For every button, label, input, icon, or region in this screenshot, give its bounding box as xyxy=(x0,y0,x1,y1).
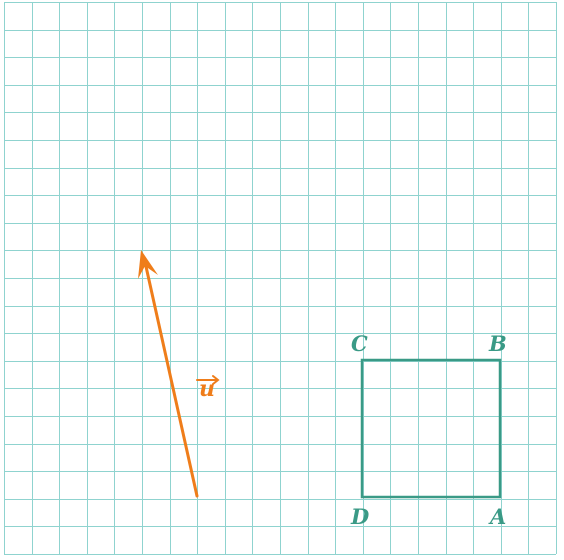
vertex-label-a: A xyxy=(488,504,506,529)
vector-arrowhead xyxy=(138,250,158,279)
square-abcd: C B D A xyxy=(350,331,507,529)
vector-label-u: u xyxy=(199,376,215,402)
vertex-label-c: C xyxy=(351,331,368,356)
vertex-label-b: B xyxy=(488,331,507,356)
vector-arrow-bar xyxy=(196,375,220,385)
grid xyxy=(4,2,557,555)
square-outline xyxy=(360,358,502,499)
vertex-label-d: D xyxy=(350,504,370,529)
vector-shaft xyxy=(143,260,199,498)
vector-u: u xyxy=(138,250,220,498)
